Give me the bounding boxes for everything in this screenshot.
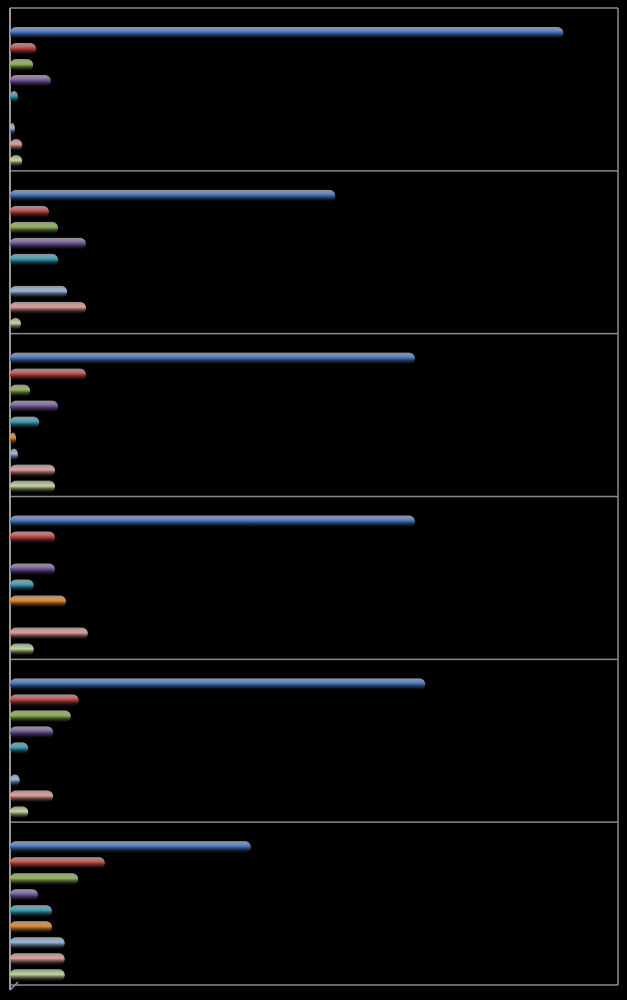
bar (10, 352, 415, 365)
bar (10, 969, 65, 982)
bar (10, 531, 55, 544)
bar (10, 726, 54, 739)
bar (10, 285, 68, 298)
bar (10, 921, 52, 934)
bar (10, 937, 65, 950)
bar (10, 75, 51, 87)
bar (10, 27, 564, 39)
bar (10, 841, 251, 854)
bar (10, 905, 52, 918)
bar (10, 643, 34, 656)
bar (10, 857, 105, 870)
bar (10, 515, 415, 528)
bar (10, 43, 37, 55)
bar (10, 189, 336, 202)
bar (10, 205, 49, 218)
bar (10, 448, 18, 461)
bar (10, 464, 55, 477)
bar (10, 237, 86, 250)
bar (10, 221, 59, 234)
bar (10, 579, 34, 592)
bar (10, 774, 20, 787)
bar (10, 301, 86, 314)
bar (10, 806, 29, 819)
bar (10, 416, 40, 429)
bar (10, 432, 17, 445)
bar (10, 710, 71, 723)
bar (10, 480, 55, 493)
bar (10, 253, 59, 266)
bar (10, 873, 79, 886)
bar (10, 400, 59, 413)
bar (10, 678, 426, 691)
bar (10, 123, 15, 135)
bar (10, 368, 86, 381)
bar (10, 139, 23, 151)
bar (10, 889, 38, 902)
bar (10, 384, 31, 397)
axis-depth (9, 981, 19, 991)
bar (10, 91, 18, 103)
bar (10, 694, 79, 707)
bar (10, 627, 88, 640)
bar (10, 742, 29, 755)
bar (10, 595, 66, 608)
bar (10, 563, 55, 576)
bar (10, 953, 65, 966)
bar (10, 790, 54, 803)
bar (10, 317, 21, 330)
bar (10, 155, 23, 167)
bar (10, 59, 34, 71)
